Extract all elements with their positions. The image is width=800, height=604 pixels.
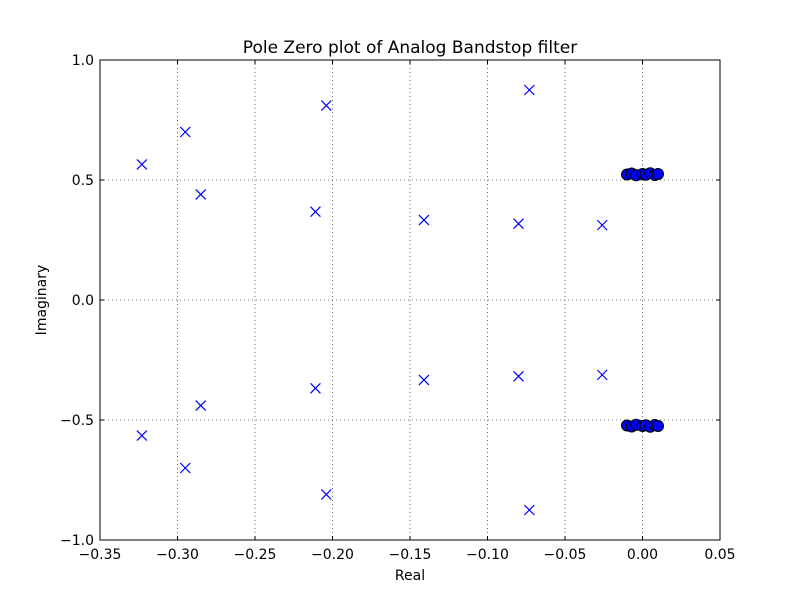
pole-marker bbox=[513, 218, 524, 230]
x-axis-label: Real bbox=[395, 568, 425, 584]
x-tick-label: −0.30 bbox=[156, 547, 199, 563]
pole-marker bbox=[513, 370, 524, 382]
pole-marker bbox=[596, 369, 608, 381]
pole-marker-stroke bbox=[418, 374, 430, 386]
pole-marker bbox=[418, 214, 430, 226]
y-tick-label: 1.0 bbox=[72, 53, 94, 69]
plot-frame bbox=[99, 59, 721, 541]
pole-marker bbox=[195, 188, 207, 200]
x-tick-label: −0.05 bbox=[544, 547, 587, 563]
x-tick-label: 0.05 bbox=[704, 547, 735, 563]
x-tick-label: −0.15 bbox=[389, 547, 432, 563]
pole-marker bbox=[310, 382, 321, 394]
pole-marker-stroke bbox=[179, 126, 191, 138]
pole-marker bbox=[136, 430, 148, 442]
pole-marker bbox=[418, 374, 430, 386]
pole-marker-stroke bbox=[418, 214, 430, 226]
x-tick-label: −0.25 bbox=[234, 547, 277, 563]
pole-marker-stroke bbox=[596, 369, 608, 381]
y-tick-label: −0.5 bbox=[60, 413, 94, 429]
zero-marker bbox=[652, 420, 664, 432]
pole-marker-stroke bbox=[523, 504, 535, 516]
pole-marker-stroke bbox=[136, 430, 148, 442]
grid-lines bbox=[100, 60, 720, 540]
pole-marker-stroke bbox=[320, 488, 332, 500]
y-tick-label: 0.5 bbox=[72, 173, 94, 189]
pole-marker-stroke bbox=[320, 100, 332, 112]
pole-marker bbox=[179, 126, 191, 138]
x-tick-label: −0.20 bbox=[311, 547, 354, 563]
pole-marker-stroke bbox=[179, 462, 191, 474]
pole-marker-stroke bbox=[523, 84, 535, 96]
pole-marker bbox=[320, 100, 332, 112]
chart-title: Pole Zero plot of Analog Bandstop filter bbox=[243, 38, 577, 58]
pole-marker-stroke bbox=[310, 382, 321, 394]
y-axis-label: Imaginary bbox=[34, 265, 50, 336]
pole-marker-stroke bbox=[310, 206, 321, 218]
pole-marker-stroke bbox=[513, 218, 524, 230]
pole-marker-stroke bbox=[195, 400, 207, 412]
pole-marker-stroke bbox=[136, 158, 148, 170]
pole-marker-stroke bbox=[195, 188, 207, 200]
y-tick-label: −1.0 bbox=[60, 533, 94, 549]
pole-marker bbox=[136, 158, 148, 170]
data-markers bbox=[136, 84, 664, 516]
pole-marker bbox=[320, 488, 332, 500]
zero-marker bbox=[652, 168, 664, 180]
pole-marker bbox=[523, 504, 535, 516]
x-tick-label: 0.00 bbox=[627, 547, 658, 563]
x-tick-label: −0.35 bbox=[79, 547, 122, 563]
pole-marker bbox=[596, 219, 608, 231]
y-tick-label: 0.0 bbox=[72, 293, 94, 309]
pole-marker bbox=[523, 84, 535, 96]
pole-marker-stroke bbox=[596, 219, 608, 231]
pole-marker-stroke bbox=[513, 370, 524, 382]
pole-marker bbox=[195, 400, 207, 412]
pole-marker bbox=[310, 206, 321, 218]
x-tick-label: −0.10 bbox=[466, 547, 509, 563]
axis-ticks: −0.35 −0.30 −0.25 −0.20 −0.15 −0.10 −0.05 0.00 0… bbox=[60, 53, 736, 563]
pole-marker bbox=[179, 462, 191, 474]
